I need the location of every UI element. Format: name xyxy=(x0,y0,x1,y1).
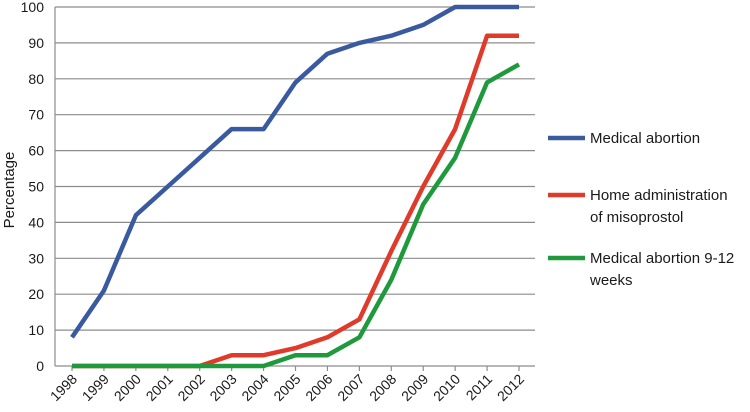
y-tick-label: 80 xyxy=(28,71,44,87)
y-tick-label: 40 xyxy=(28,214,44,230)
y-tick-label: 0 xyxy=(36,358,44,374)
x-tick-label: 2005 xyxy=(270,371,303,404)
grid-lines xyxy=(54,6,535,367)
y-tick-label: 90 xyxy=(28,35,44,51)
x-tick-label: 1998 xyxy=(47,371,80,404)
y-tick-label: 10 xyxy=(28,322,44,338)
x-tick-label: 2000 xyxy=(111,371,144,404)
x-tick-label: 2007 xyxy=(334,371,367,404)
legend-label-2: of misoprostol xyxy=(590,209,683,226)
y-axis-ticks: 0 10 20 30 40 50 60 70 80 90 100 xyxy=(21,0,45,374)
y-axis-title: Percentage xyxy=(1,152,18,229)
x-tick-label: 2012 xyxy=(494,371,527,404)
x-tick-label: 2006 xyxy=(302,371,335,404)
y-tick-label: 50 xyxy=(28,179,44,195)
series-lines xyxy=(70,4,521,369)
x-tick-label: 2009 xyxy=(398,371,431,404)
series-line-3 xyxy=(72,62,521,369)
legend-label-3: weeks xyxy=(589,272,633,289)
x-tick-label: 2010 xyxy=(430,371,463,404)
x-tick-label: 2001 xyxy=(143,371,176,404)
legend: Medical abortion Home administration of mi… xyxy=(548,130,734,289)
y-tick-label: 100 xyxy=(21,0,45,15)
legend-label-3: Medical abortion 9-12 xyxy=(590,250,734,267)
x-axis-ticks: 1998199920002001200220032004200520062007… xyxy=(47,366,527,404)
x-tick-label: 1999 xyxy=(79,371,112,404)
series-line-1 xyxy=(70,4,519,339)
x-tick-label: 2011 xyxy=(463,371,496,404)
y-tick-label: 20 xyxy=(28,286,44,302)
y-tick-label: 70 xyxy=(28,107,44,123)
x-tick-label: 2002 xyxy=(174,371,207,404)
x-tick-label: 2008 xyxy=(366,371,399,404)
x-tick-label: 2003 xyxy=(206,371,239,404)
legend-label-2: Home administration xyxy=(590,187,728,204)
legend-label-1: Medical abortion xyxy=(590,130,700,147)
x-tick-label: 2004 xyxy=(238,371,271,404)
y-tick-label: 60 xyxy=(28,143,44,159)
y-tick-label: 30 xyxy=(28,250,44,266)
